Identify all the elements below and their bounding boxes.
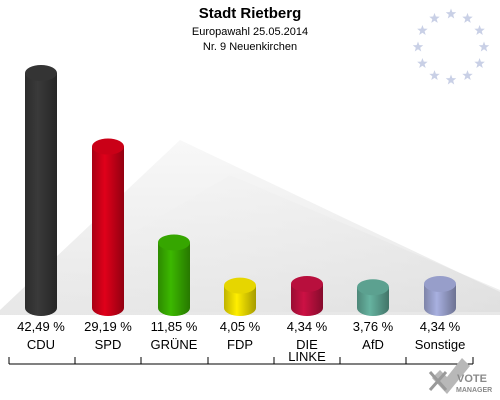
bar-1: [25, 65, 57, 316]
eu-star: [429, 12, 440, 23]
value-labels-group: 42,49 % 29,19 % 11,85 % 4,05 % 4,34 % 3,76 % 4…: [17, 319, 461, 334]
category-label: CDU: [27, 337, 55, 352]
eu-star: [412, 41, 424, 52]
logo-text-top: VOTE: [457, 373, 487, 385]
eu-star: [417, 25, 428, 35]
eu-star: [474, 25, 485, 35]
category-label: SPD: [95, 337, 122, 352]
checkmark-icon: [428, 358, 470, 394]
bar-5: [291, 275, 323, 316]
eu-star: [478, 41, 490, 52]
value-label: 4,05 %: [220, 319, 261, 334]
value-label: 11,85 %: [151, 319, 198, 334]
chart-district: Nr. 9 Neuenkirchen: [203, 41, 297, 53]
value-label: 3,76 %: [353, 319, 394, 334]
bar-3: [158, 234, 190, 316]
eu-star: [462, 12, 473, 23]
eu-star: [417, 58, 428, 68]
vote-manager-logo: VOTE MANAGER: [428, 358, 492, 394]
eu-star: [462, 70, 473, 81]
bar-2: [92, 138, 124, 316]
value-label: 4,34 %: [420, 319, 461, 334]
eu-star: [429, 70, 440, 81]
category-label: AfD: [362, 337, 384, 352]
bars-group: [25, 65, 456, 316]
eu-star: [474, 58, 485, 68]
category-label: GRÜNE: [151, 337, 198, 352]
chart-background: [0, 140, 500, 315]
eu-star: [445, 8, 457, 19]
bar-7: [424, 275, 456, 316]
value-label: 42,49 %: [17, 319, 65, 334]
bar-6: [357, 279, 389, 316]
category-label: Sonstige: [415, 337, 466, 352]
category-labels-group: CDU SPD GRÜNE FDP DIE LINKE AfD Sonstige: [27, 337, 465, 364]
chart-title: Stadt Rietberg: [199, 5, 302, 22]
eu-stars-icon: [412, 8, 490, 85]
category-axis: [8, 357, 474, 365]
category-label: FDP: [227, 337, 253, 352]
value-label: 4,34 %: [287, 319, 328, 334]
logo-text-bottom: MANAGER: [456, 387, 492, 394]
bar-4: [224, 277, 256, 316]
chart-subtitle: Europawahl 25.05.2014: [192, 26, 308, 38]
value-label: 29,19 %: [84, 319, 132, 334]
category-label: DIE LINKE: [288, 337, 326, 364]
eu-star: [445, 74, 457, 85]
